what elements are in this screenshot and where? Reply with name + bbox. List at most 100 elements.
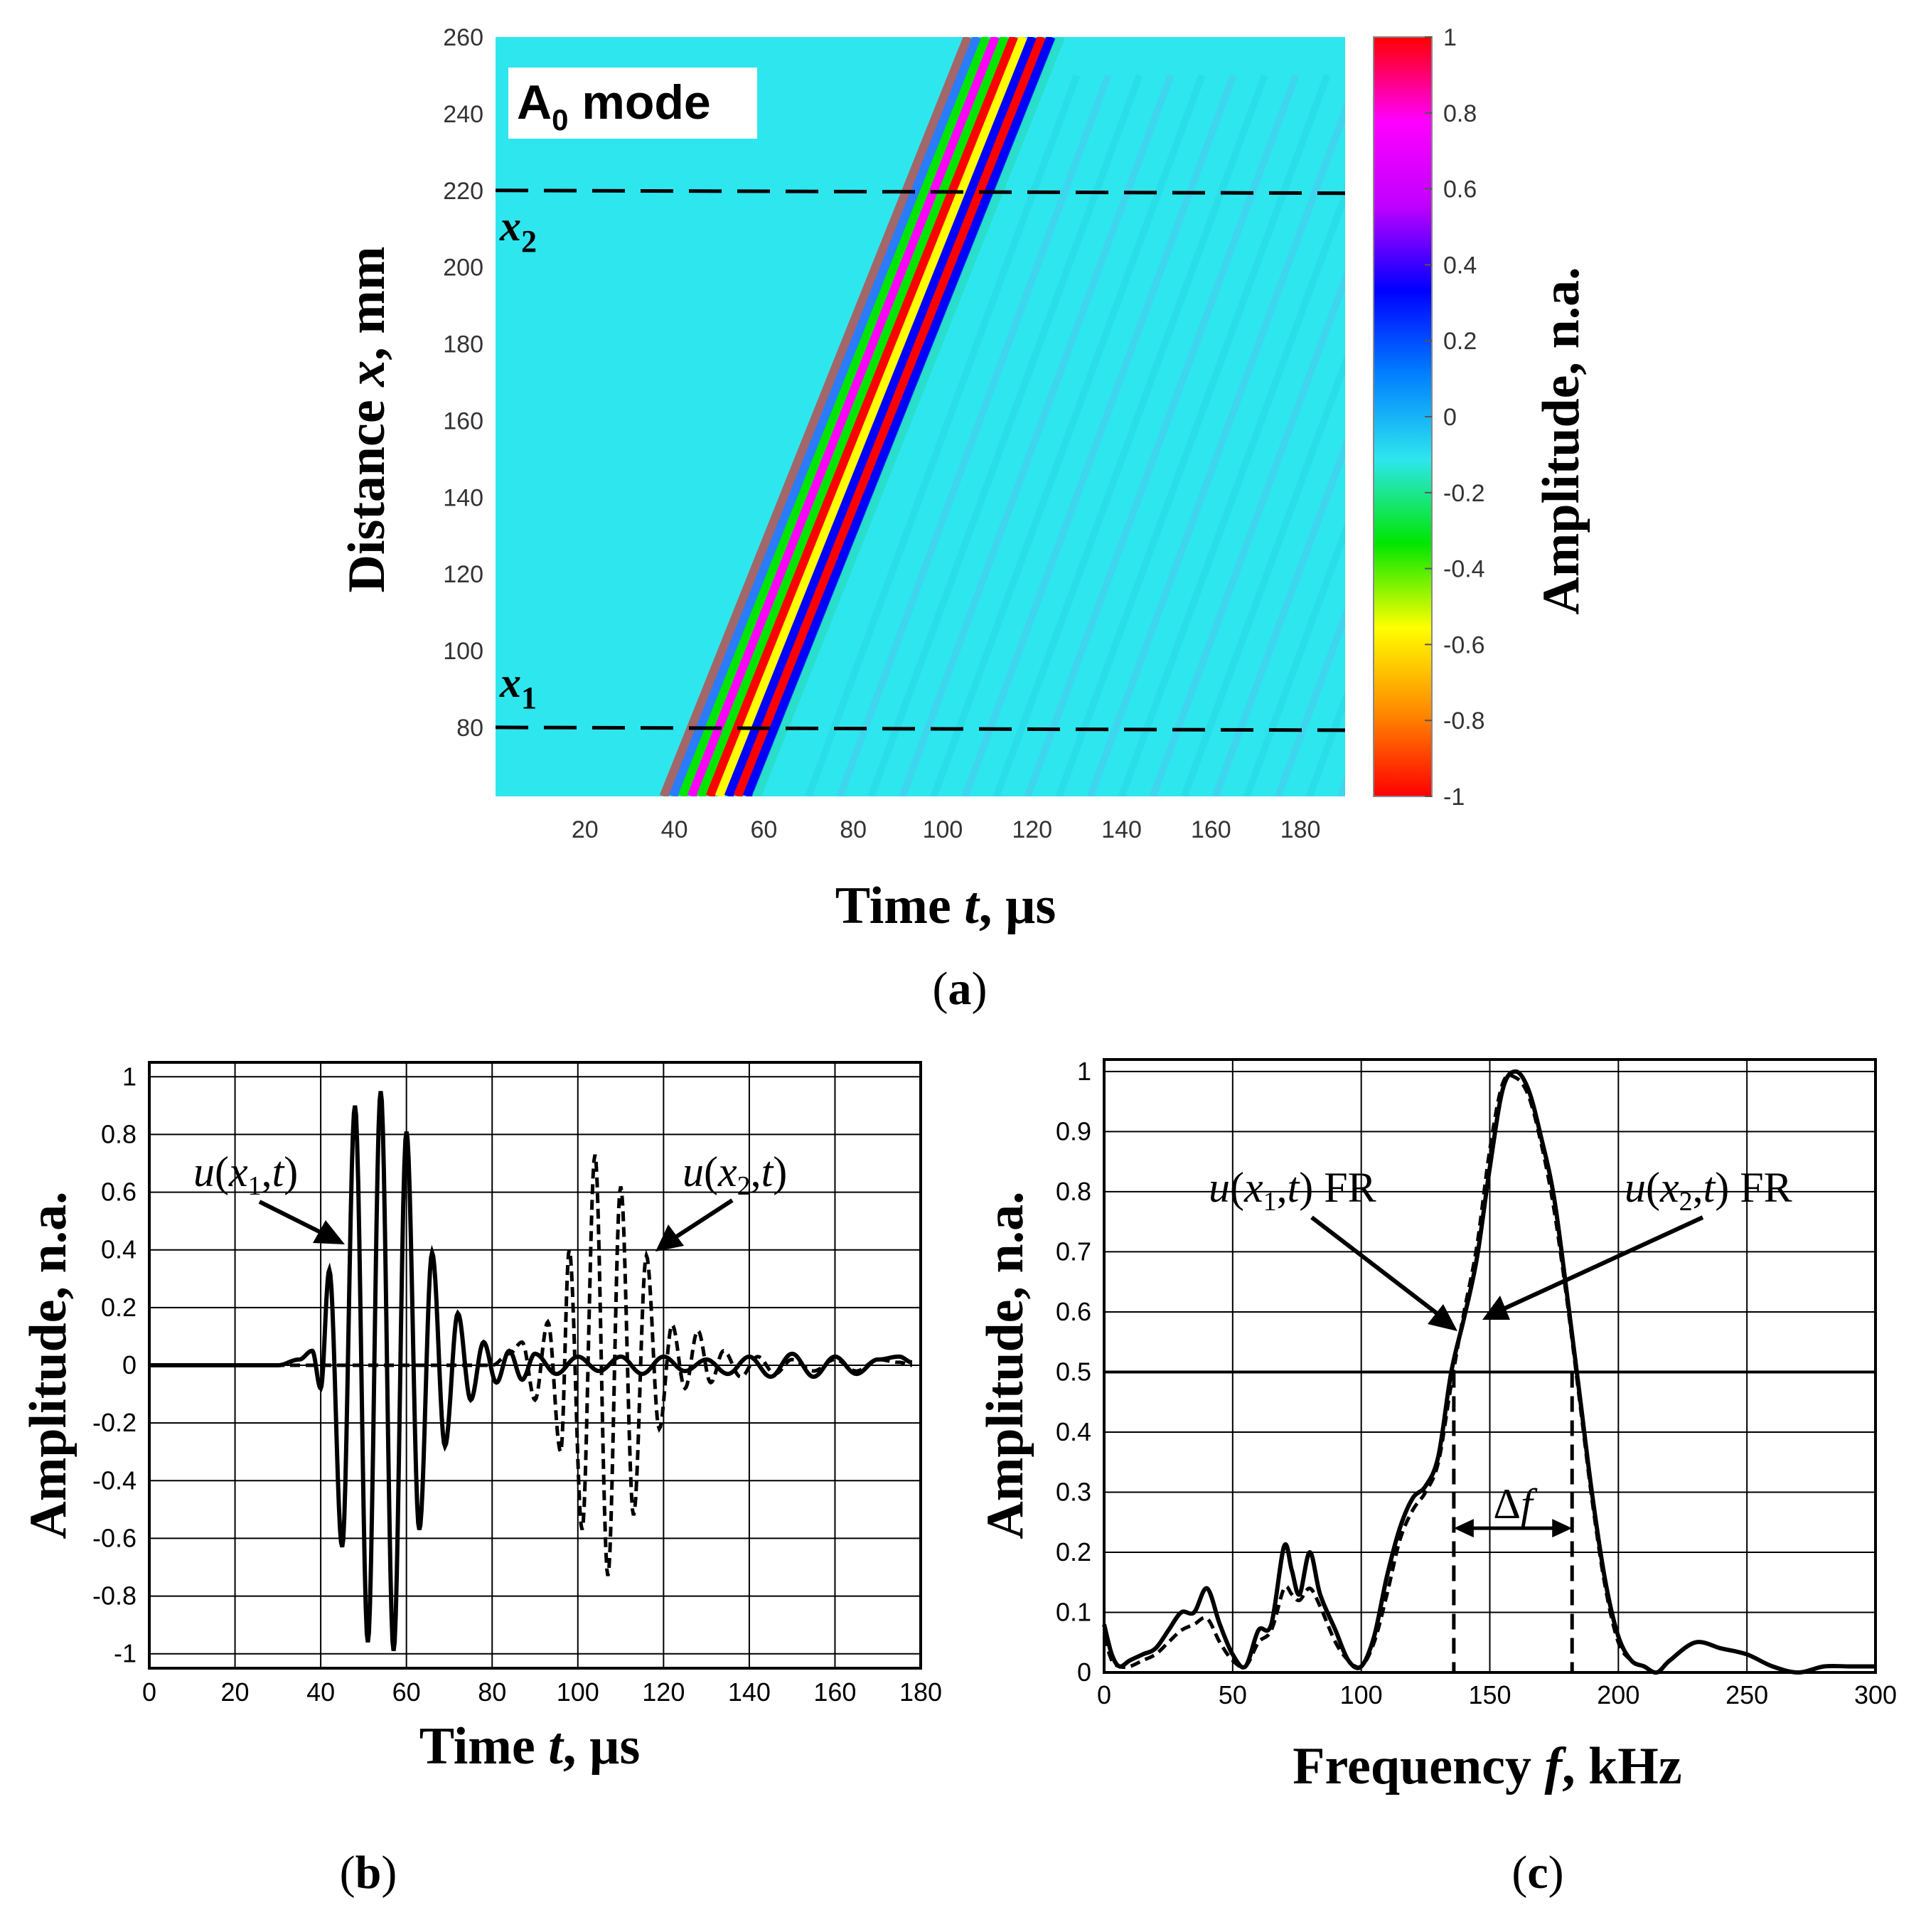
y-tick-label: 0.8 — [1056, 1177, 1091, 1206]
ann-b1-close: ) — [284, 1148, 298, 1195]
x-tick-label: 200 — [1597, 1680, 1639, 1709]
x-tick-label: 80 — [840, 816, 867, 843]
panel-label-a-close: ) — [972, 963, 988, 1015]
ann-c1-x: x — [1243, 1164, 1263, 1211]
arrow-c2 — [1482, 1215, 1704, 1320]
y-axis-label-a: Distance x, mm — [338, 246, 396, 592]
bandwidth-arrow-head-right — [1552, 1519, 1573, 1538]
y-tick-label: -0.4 — [92, 1466, 137, 1495]
x1-label-sub: 1 — [521, 681, 537, 715]
ann-b2-x: x — [717, 1148, 737, 1195]
panel-label-a-letter: a — [948, 963, 972, 1015]
ann-b1-u: u — [193, 1148, 215, 1195]
mode-label: A0 mode — [517, 75, 711, 137]
y-tick-label: 100 — [443, 638, 483, 665]
texture-stripe — [836, 74, 1112, 796]
colorbar-label: Amplitude, n.a. — [1532, 267, 1590, 614]
position-line-x2 — [495, 188, 1346, 196]
x-ticks-a: 20 40 60 80 100 120 140 160 180 — [572, 816, 1321, 843]
position-line-x1 — [495, 725, 1346, 732]
x-tick-label: 60 — [750, 816, 777, 843]
y-tick-label: -0.2 — [92, 1408, 137, 1437]
panel-b: 0 20 40 60 80 100 120 140 160 180 10.80.60.40.20-… — [19, 1061, 942, 1899]
texture-stripe — [1086, 101, 1345, 796]
x-axis-label-b: Time t, µs — [419, 1717, 641, 1776]
x-axis-label-c-post: , kHz — [1562, 1737, 1682, 1795]
x-tick-label: 20 — [572, 816, 599, 843]
y-tick-label: 0.8 — [101, 1119, 137, 1148]
panel-label-c-open: ( — [1511, 1847, 1527, 1899]
x-axis-label-c-pre: Frequency — [1293, 1737, 1544, 1795]
x-tick-label: 40 — [306, 1677, 335, 1707]
x-tick-label: 150 — [1468, 1680, 1511, 1709]
x-tick-label: 300 — [1854, 1680, 1897, 1709]
x-axis-label-a: Time t, µs — [835, 877, 1056, 935]
wave-fringe — [668, 37, 982, 796]
y-tick-label: 80 — [456, 715, 483, 742]
texture-stripe — [1149, 269, 1345, 796]
ann-b2-comma: , — [751, 1148, 761, 1195]
texture-stripe — [1466, 75, 1734, 796]
ann-c1-comma: , — [1277, 1164, 1288, 1211]
y-tick-label: 220 — [443, 178, 483, 205]
x1-label-var: x — [499, 659, 521, 706]
wave-fringe — [705, 37, 1019, 796]
x-tick-label: 40 — [661, 816, 688, 843]
y-axis-label-c: Amplitude, n.a. — [976, 1191, 1034, 1539]
mode-label-box — [508, 68, 757, 139]
x-axis-label-b-pre: Time — [419, 1717, 549, 1776]
grid-c — [1103, 1060, 1876, 1673]
colorbar-tick-label: -0.4 — [1443, 556, 1485, 583]
x-tick-label: 250 — [1725, 1680, 1768, 1709]
y-tick-label: 160 — [443, 407, 483, 434]
x2-label-var: x — [499, 203, 521, 250]
y-tick-label: 0.7 — [1056, 1237, 1091, 1266]
colorbar-tick-label: -0.2 — [1443, 480, 1485, 507]
ann-c2-t: t — [1703, 1164, 1716, 1211]
ann-b2-u: u — [683, 1148, 704, 1195]
y-tick-label: 180 — [443, 331, 483, 358]
wave-fringe — [724, 37, 1037, 796]
y-tick-label: 1 — [1077, 1057, 1091, 1086]
y-tick-label: 120 — [443, 561, 483, 588]
colorbar-tick-label: -0.6 — [1443, 631, 1485, 658]
arrow-c1 — [1310, 1215, 1457, 1331]
texture-stripe — [1274, 606, 1345, 796]
y-axis-label-b: Amplitude, n.a. — [19, 1191, 77, 1539]
ann-c1-u: u — [1209, 1164, 1230, 1211]
series-line-b-1 — [149, 1091, 913, 1652]
ann-c1-close: ) FR — [1299, 1164, 1376, 1211]
ann-c2-comma: , — [1693, 1164, 1703, 1211]
x-axis-label-a-post: , µs — [979, 877, 1056, 935]
y-tick-label: -0.8 — [92, 1581, 137, 1611]
x-ticks-b: 0 20 40 60 80 100 120 140 160 180 — [142, 1677, 942, 1707]
y-tick-label: 0.6 — [101, 1178, 137, 1207]
y-tick-label: 0.6 — [1056, 1297, 1091, 1326]
x-tick-label: 80 — [478, 1677, 506, 1707]
panel-label-a-open: ( — [933, 963, 948, 1015]
mode-label-rest: mode — [568, 75, 710, 129]
colorbar — [1373, 36, 1433, 797]
panel-label-a: (a) — [933, 963, 988, 1015]
x-axis-label-c: Frequency f, kHz — [1293, 1737, 1681, 1795]
ann-b2-sub: 2 — [737, 1171, 751, 1201]
ann-c2-x: x — [1659, 1164, 1679, 1211]
y-ticks-a: 80 100 120 140 160 180 200 220 240 260 — [443, 24, 483, 742]
ann-c1-t: t — [1288, 1164, 1300, 1211]
y-tick-label: 0 — [1077, 1658, 1091, 1687]
x-tick-label: 140 — [1101, 816, 1142, 843]
ann-b1-sub: 1 — [248, 1171, 262, 1201]
wave-fringe — [687, 37, 1000, 796]
colorbar-ticks: 1 0.8 0.6 0.4 0.2 0 -0.2 -0.4 -0.6 -0.8 -1 — [1425, 24, 1485, 811]
texture-stripe — [1180, 353, 1345, 796]
y-tick-label: 0.9 — [1056, 1116, 1091, 1146]
x-tick-label: 180 — [899, 1677, 942, 1707]
panel-label-c-close: ) — [1548, 1847, 1564, 1899]
annotation-u-x1-t: u(x1,t) — [193, 1148, 298, 1201]
texture-stripe — [992, 74, 1268, 796]
colorbar-tick-label: -1 — [1443, 784, 1465, 811]
panel-c: Δf 0 50 100 150 200 250 300 0 0.1 0.2 0.3 0.4 0.5 0.… — [976, 1057, 1897, 1899]
y-tick-label: 0.4 — [1056, 1417, 1091, 1446]
colorbar-tick-label: 0.8 — [1443, 100, 1477, 127]
colorbar-tick-label: 1 — [1443, 24, 1457, 51]
